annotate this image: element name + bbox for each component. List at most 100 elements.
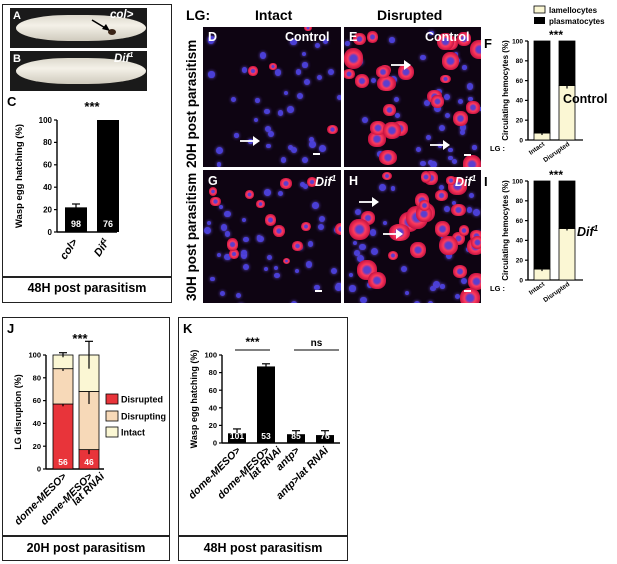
nucleus <box>451 158 457 164</box>
nucleus <box>317 74 323 80</box>
nucleus <box>302 51 307 56</box>
nucleus <box>216 146 224 154</box>
y-tick-label: 80 <box>209 368 217 377</box>
nucleus <box>352 240 358 246</box>
micrograph-h <box>344 170 481 303</box>
nucleus <box>223 253 231 261</box>
nucleus <box>427 300 434 303</box>
y-tick-label: 40 <box>33 419 41 428</box>
y-tick-label: 80 <box>516 198 524 205</box>
nucleus <box>280 157 287 163</box>
stacked-bar-segment <box>558 228 576 281</box>
larva-image-a: A col> <box>10 8 147 48</box>
nucleus <box>307 241 314 247</box>
x-tick-label: Intact <box>528 280 547 296</box>
nucleus <box>416 146 421 152</box>
nucleus <box>382 220 388 226</box>
nucleus <box>354 208 361 215</box>
nucleus <box>370 248 378 256</box>
hemocyte <box>453 110 468 126</box>
significance-label: *** <box>72 331 88 346</box>
nucleus <box>448 155 453 161</box>
nucleus <box>255 98 260 103</box>
nucleus <box>210 276 215 281</box>
bar-n-label: 76 <box>320 431 330 441</box>
nucleus <box>459 129 466 136</box>
nucleus <box>220 224 228 231</box>
nucleus <box>430 286 436 292</box>
nucleus <box>459 124 467 131</box>
hemocyte <box>469 39 481 59</box>
hemocyte <box>370 121 386 135</box>
nucleus <box>359 243 366 250</box>
y-tick-label: 40 <box>516 238 524 245</box>
nucleus <box>440 284 445 289</box>
y-tick-label: 100 <box>204 351 217 360</box>
chart-k: 0 20 40 60 80 100 Wasp egg hatching (%) *** ns 10… <box>186 335 340 502</box>
bar-n-label: 76 <box>103 219 113 229</box>
panel-letter-j: J <box>7 321 15 336</box>
hemocyte <box>228 248 240 260</box>
nucleus <box>443 93 451 101</box>
nucleus <box>207 221 212 226</box>
nucleus <box>330 267 338 275</box>
nucleus <box>356 254 364 262</box>
nucleus <box>264 108 270 115</box>
nucleus <box>274 273 280 279</box>
nucleus <box>371 78 377 84</box>
melanized-capsule <box>108 29 116 35</box>
bar <box>65 207 87 232</box>
nucleus <box>224 210 231 218</box>
nucleus <box>337 94 341 100</box>
panel-k-divider <box>178 535 348 537</box>
nucleus <box>283 90 288 96</box>
y-tick-label: 100 <box>512 178 523 185</box>
y-tick-label: 20 <box>516 117 524 124</box>
hemocyte <box>306 176 317 187</box>
nucleus <box>242 236 249 243</box>
hemocyte <box>451 204 467 217</box>
nucleus <box>455 293 461 300</box>
nucleus <box>451 200 457 206</box>
y-tick-label: 80 <box>516 58 524 65</box>
y-tick-label: 20 <box>516 257 524 264</box>
micro-e-label: Control <box>425 30 470 44</box>
x-axis-prefix: LG : <box>490 284 505 293</box>
nucleus <box>429 30 434 36</box>
nucleus <box>241 249 247 256</box>
nucleus <box>439 185 445 191</box>
hemocyte <box>245 189 255 200</box>
legend-label: Disrupted <box>121 395 163 405</box>
arrow-icon <box>430 140 450 150</box>
stacked-bar-segment <box>52 368 74 405</box>
scale-bar <box>315 290 322 292</box>
scale-bar <box>464 154 471 156</box>
side-label-dif: Dif1 <box>577 224 599 240</box>
y-tick-label: 0 <box>519 277 523 284</box>
caption-k: 48H post parasitism <box>203 541 323 555</box>
hemocyte <box>376 65 391 78</box>
nucleus <box>290 39 297 46</box>
hemocyte <box>367 131 386 147</box>
nucleus <box>345 41 350 46</box>
hemocyte <box>410 241 427 258</box>
y-axis-title: Wasp egg hatching (%) <box>14 124 25 228</box>
panel-j-divider <box>2 535 170 537</box>
panel-letter-k: K <box>183 321 193 336</box>
panel-abc-frame <box>2 4 172 303</box>
nucleus <box>297 92 304 99</box>
hemocyte <box>282 257 291 264</box>
hemocyte <box>378 149 398 166</box>
y-tick-label: 100 <box>28 351 41 360</box>
nucleus <box>268 131 275 137</box>
y-tick-label: 40 <box>43 183 52 192</box>
legend-swatch <box>105 410 119 422</box>
nucleus <box>263 189 271 196</box>
nucleus <box>304 78 311 85</box>
y-tick-label: 40 <box>516 98 524 105</box>
nucleus <box>349 272 354 277</box>
hemocyte <box>344 48 364 69</box>
col-disrupted-label: Disrupted <box>377 7 443 23</box>
legend-swatch-plasmatocytes <box>534 17 545 24</box>
